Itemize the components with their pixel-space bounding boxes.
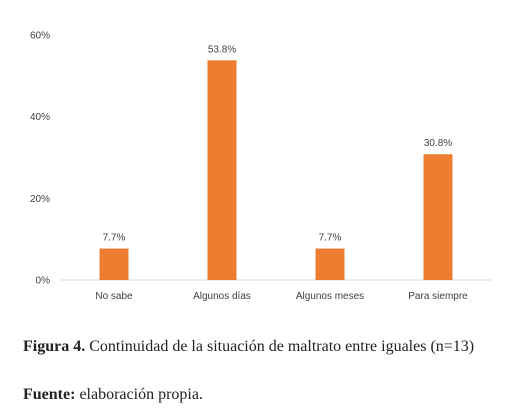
source-label: Fuente: (23, 386, 76, 403)
figure-label: Figura 4. (23, 338, 86, 355)
x-tick-label: Para siempre (408, 291, 468, 302)
bar-value-label: 7.7% (319, 233, 342, 244)
source-text: elaboración propia. (75, 386, 203, 403)
figure-text: Continuidad de la situación de maltrato … (85, 338, 475, 355)
data-labels: 7.7% 53.8% 7.7% 30.8% (103, 44, 453, 243)
x-tick-label: No sabe (95, 291, 133, 302)
bar-value-label: 7.7% (103, 233, 126, 244)
y-tick-label: 60% (30, 31, 50, 42)
source-caption: Fuente: elaboración propia. (23, 385, 503, 405)
bar-value-label: 53.8% (208, 44, 236, 55)
y-axis-ticks: 0% 20% 40% 60% (30, 31, 50, 287)
bar (315, 248, 345, 280)
bars (99, 60, 453, 280)
y-tick-label: 20% (30, 194, 50, 205)
bar (99, 248, 129, 280)
bar-chart: 0% 20% 40% 60% 7.7% 53.8% 7.7% 30.8% No sabe Al… (30, 31, 492, 302)
figure-caption: Figura 4. Continuidad de la situación de… (23, 337, 503, 357)
bar (423, 154, 453, 280)
bar-value-label: 30.8% (424, 138, 452, 149)
x-tick-label: Algunos meses (296, 291, 364, 302)
bar (207, 60, 237, 280)
x-axis-ticks: No sabe Algunos días Algunos meses Para sie… (95, 291, 468, 302)
y-tick-label: 40% (30, 112, 50, 123)
y-tick-label: 0% (36, 276, 51, 287)
x-tick-label: Algunos días (193, 291, 251, 302)
